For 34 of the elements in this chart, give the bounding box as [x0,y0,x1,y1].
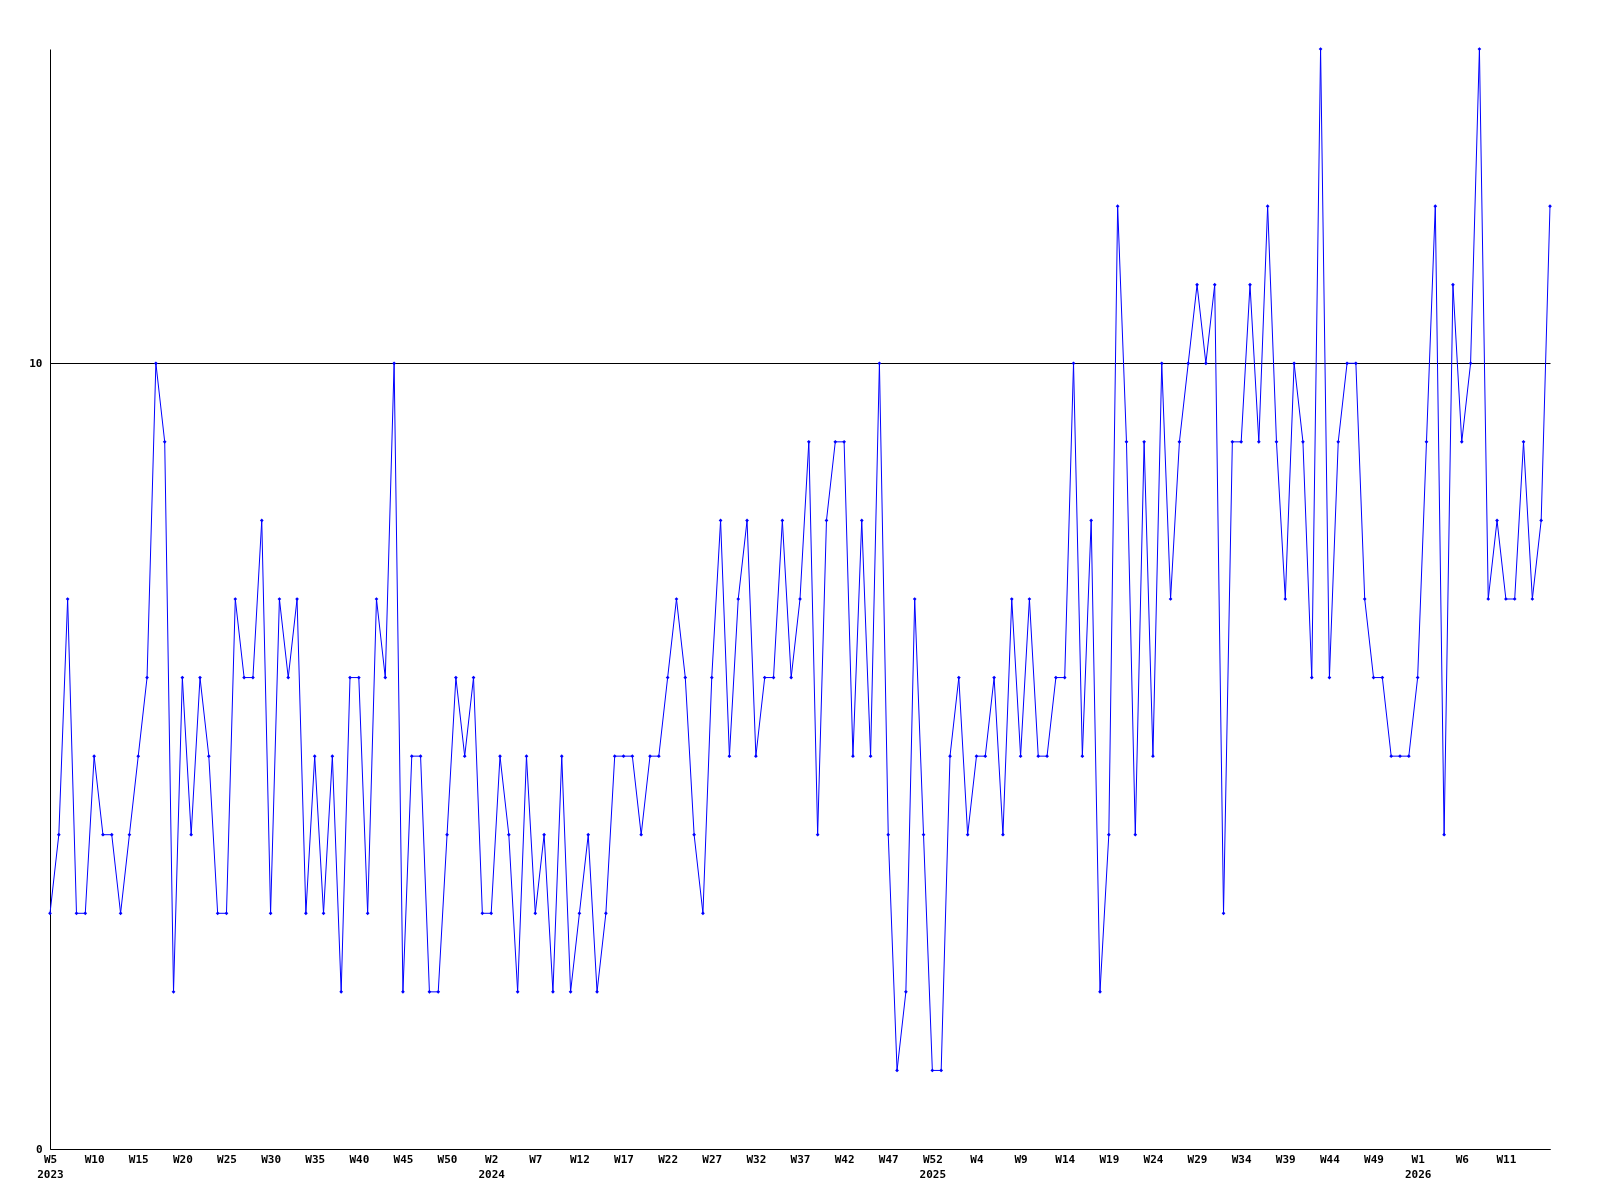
x-tick-label: W9 [1014,1152,1028,1166]
x-tick-label: W12 [569,1152,590,1166]
x-tick-label: W29 [1187,1152,1208,1166]
x-tick-label: W1 2026 [1404,1152,1432,1181]
x-tick-label: W39 [1275,1152,1296,1166]
x-tick-label: W27 [702,1152,723,1166]
x-tick-label: W44 [1319,1152,1341,1166]
x-tick-label: W45 [393,1152,414,1166]
x-tick-label: W37 [790,1152,811,1166]
x-tick-label: W17 [614,1152,634,1166]
x-tick-label: W47 [878,1152,899,1166]
x-tick-label: W7 [529,1152,543,1166]
x-tick-label: W11 [1496,1152,1517,1166]
x-tick-label: W2 2024 [478,1152,506,1181]
x-tick-label: W6 [1455,1152,1470,1166]
x-tick-label: W30 [261,1152,282,1166]
x-tick-label: W19 [1099,1152,1120,1166]
x-tick-label: W52 2025 [919,1152,947,1181]
x-tick-label: W4 [970,1152,984,1166]
x-tick-label: W20 [172,1152,193,1166]
x-tick-label: W32 [746,1152,767,1166]
y-tick-label: 10 [29,356,43,370]
x-tick-label: W25 [217,1152,237,1166]
x-tick-label: W22 [658,1152,679,1166]
x-tick-label: W35 [305,1152,326,1166]
x-tick-label: W42 [834,1152,855,1166]
x-tick-label: W34 [1231,1152,1252,1166]
x-tick-label: W24 [1143,1152,1164,1166]
x-tick-label: W10 [84,1152,105,1166]
x-tick-label: W15 [128,1152,149,1166]
x-tick-label: W14 [1055,1152,1076,1166]
x-tick-label: W40 [349,1152,370,1166]
x-tick-label: W49 [1364,1152,1384,1166]
x-tick-label: W50 [437,1152,458,1166]
